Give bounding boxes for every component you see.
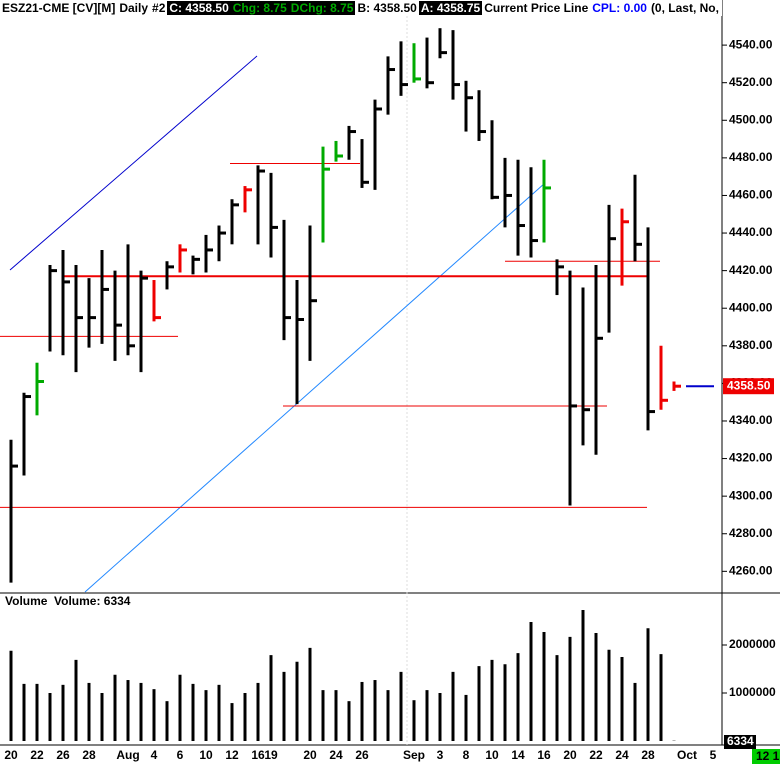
y-tick-label: 4300.00	[729, 488, 773, 502]
chart-no: #2	[152, 1, 166, 15]
volume-subtitle: Volume: 6334	[54, 594, 131, 608]
x-tick-label: 20	[4, 748, 18, 762]
params: (0, Last, No, Yes	[650, 1, 722, 15]
x-tick-label: Aug	[116, 748, 139, 762]
y-tick-label: 4420.00	[729, 263, 773, 277]
x-tick-label: 22	[30, 748, 44, 762]
x-tick-label: 16	[537, 748, 551, 762]
current-price-box	[723, 378, 774, 395]
x-tick-label: 20	[303, 748, 317, 762]
study: Current Price Line	[484, 1, 589, 15]
x-tick-label: 24	[329, 748, 343, 762]
current-price-label: 4358.50	[727, 378, 771, 392]
x-tick-label: 22	[589, 748, 603, 762]
y-tick-label: 4280.00	[729, 526, 773, 540]
last-volume-box	[724, 735, 756, 749]
x-tick-label: 26	[355, 748, 369, 762]
y-tick-label: 4380.00	[729, 338, 773, 352]
close: C: 4358.50	[167, 1, 231, 15]
y-tick-label: 4340.00	[729, 413, 773, 427]
x-tick-label: 10	[485, 748, 499, 762]
x-tick-label: 4	[151, 748, 158, 762]
x-tick-label: 12	[225, 748, 239, 762]
y-tick-label: 1000000	[729, 685, 776, 699]
volume-title: Volume	[5, 594, 48, 608]
y-tick-label: 4480.00	[729, 150, 773, 164]
x-tick-label: 28	[82, 748, 96, 762]
y-tick-label: 4440.00	[729, 225, 773, 239]
symbol: ESZ21-CME [CV][M]	[2, 1, 116, 15]
x-tick-label: 3	[437, 748, 444, 762]
trend-line	[84, 182, 546, 593]
x-tick-label: 19	[264, 748, 278, 762]
header: ESZ21-CME [CV][M] Daily #2 C: 4358.50 Chg: 8…	[0, 0, 722, 16]
countdown-box	[752, 749, 780, 764]
y-tick-label: 4320.00	[729, 451, 773, 465]
x-tick-label: 5	[710, 748, 717, 762]
period: Daily	[119, 1, 149, 15]
x-tick-label: 26	[56, 748, 70, 762]
x-tick-label: 6	[177, 748, 184, 762]
daily-change: DChg: 8.75	[288, 1, 356, 15]
change: Chg: 8.75	[230, 1, 289, 15]
countdown-label: 12 1	[756, 749, 780, 763]
y-tick-label: 4260.00	[729, 563, 773, 577]
last-volume-label: 6334	[727, 734, 754, 748]
y-tick-label: 4400.00	[729, 300, 773, 314]
cpl: CPL: 0.00	[592, 1, 647, 15]
y-tick-label: 4460.00	[729, 188, 773, 202]
x-tick-label: 20	[563, 748, 577, 762]
x-tick-label: 8	[463, 748, 470, 762]
x-tick-label: 28	[641, 748, 655, 762]
x-tick-label: Oct	[677, 748, 697, 762]
x-tick-label: 24	[615, 748, 629, 762]
y-tick-label: 4540.00	[729, 37, 773, 51]
trend-line	[9, 55, 258, 271]
bid: B: 4358.50	[357, 1, 417, 15]
x-tick-label: 10	[199, 748, 213, 762]
x-tick-label: 16	[251, 748, 265, 762]
y-tick-label: 4500.00	[729, 112, 773, 126]
x-tick-label: 14	[511, 748, 525, 762]
x-tick-label: Sep	[403, 748, 425, 762]
y-tick-label: 2000000	[729, 637, 776, 651]
y-tick-label: 4520.00	[729, 75, 773, 89]
ask: A: 4358.75	[418, 1, 483, 15]
